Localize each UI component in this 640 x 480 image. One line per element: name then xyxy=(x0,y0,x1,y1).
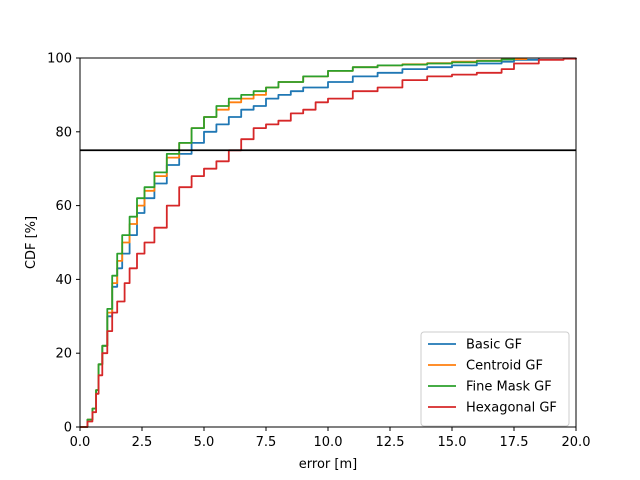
x-tick-label: 10.0 xyxy=(314,435,343,450)
x-tick-label: 17.5 xyxy=(500,435,529,450)
legend-label: Hexagonal GF xyxy=(466,401,557,416)
legend: Basic GF Centroid GF Fine Mask GF Hexagonal… xyxy=(420,331,570,427)
x-tick-label: 0.0 xyxy=(70,435,91,450)
y-tick-label: 20 xyxy=(55,347,72,362)
x-tick-label: 2.5 xyxy=(132,435,153,450)
x-tick-label: 20.0 xyxy=(562,435,591,450)
legend-label: Fine Mask GF xyxy=(466,380,552,395)
legend-label: Centroid GF xyxy=(466,359,543,374)
y-tick-label: 40 xyxy=(55,273,72,288)
ticks-layer: 0.0 2.5 5.0 7.5 10.0 12.5 15.0 17.5 20.0 0 20 40 60 8… xyxy=(47,52,590,451)
y-tick-label: 60 xyxy=(55,199,72,214)
y-tick-label: 100 xyxy=(47,52,72,67)
x-tick-label: 7.5 xyxy=(256,435,277,450)
x-tick-label: 5.0 xyxy=(194,435,215,450)
y-axis-label: CDF [%] xyxy=(24,216,39,269)
x-tick-label: 15.0 xyxy=(438,435,467,450)
x-tick-label: 12.5 xyxy=(376,435,405,450)
legend-box xyxy=(420,331,570,427)
y-tick-label: 0 xyxy=(64,421,72,436)
y-tick-label: 80 xyxy=(55,125,72,140)
legend-label: Basic GF xyxy=(466,338,522,353)
x-axis-label: error [m] xyxy=(299,457,357,472)
